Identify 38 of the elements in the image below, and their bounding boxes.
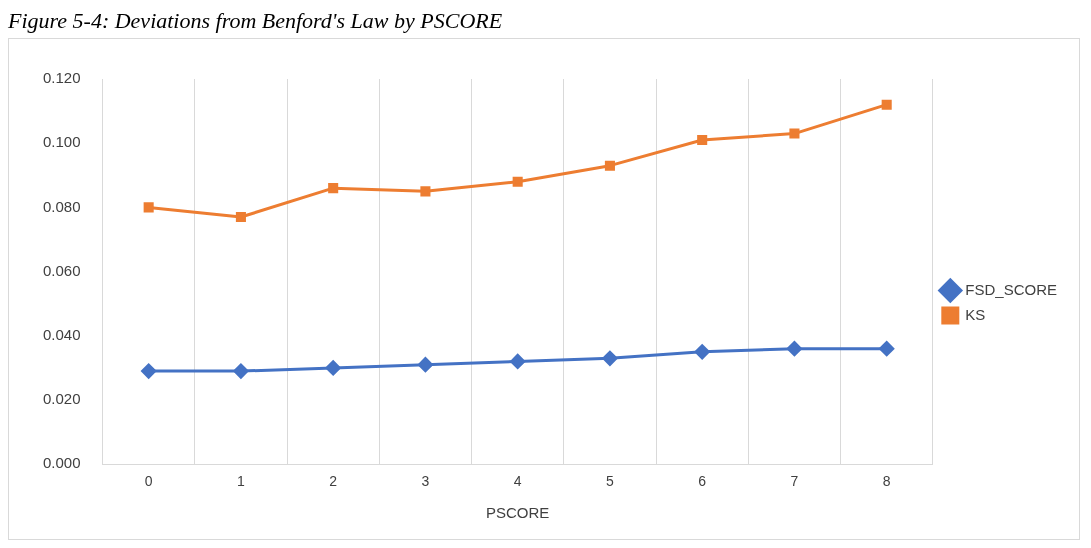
point [143, 202, 154, 213]
y-tick-label: 0.060 [42, 261, 81, 279]
x-tick-label: 3 [421, 473, 430, 490]
x-tick-label: 0 [144, 473, 153, 490]
point [417, 357, 433, 373]
legend-label: KS [965, 305, 986, 323]
y-tick-label: 0.040 [42, 325, 81, 343]
point [325, 360, 341, 376]
y-tick-label: 0.000 [42, 454, 81, 472]
legend-label: FSD_SCORE [965, 280, 1057, 298]
point [233, 363, 249, 379]
point [420, 186, 431, 197]
point [789, 128, 800, 139]
point [694, 344, 710, 360]
x-tick-label: 5 [606, 473, 615, 490]
y-tick-label: 0.100 [42, 133, 81, 151]
y-tick-label: 0.080 [42, 197, 81, 215]
point [512, 176, 523, 187]
chart-title: Figure 5-4: Deviations from Benford's Law by PSCORE [8, 8, 504, 34]
point [881, 99, 892, 110]
x-tick-label: 4 [513, 473, 522, 490]
point [697, 134, 708, 146]
x-tick-label: 6 [698, 473, 707, 490]
point [235, 211, 246, 223]
x-tick-label: 8 [882, 473, 891, 490]
point [786, 341, 802, 357]
point [602, 350, 618, 366]
point [879, 341, 895, 357]
point [510, 353, 526, 369]
x-tick-label: 2 [329, 473, 338, 490]
point [141, 363, 157, 379]
y-tick-label: 0.020 [42, 390, 81, 408]
x-axis-title: PSCORE [486, 504, 550, 522]
x-tick-label: 7 [790, 473, 799, 490]
point [604, 160, 615, 171]
x-tick-label: 1 [237, 473, 246, 490]
point [328, 183, 339, 194]
y-tick-label: 0.120 [42, 69, 81, 87]
